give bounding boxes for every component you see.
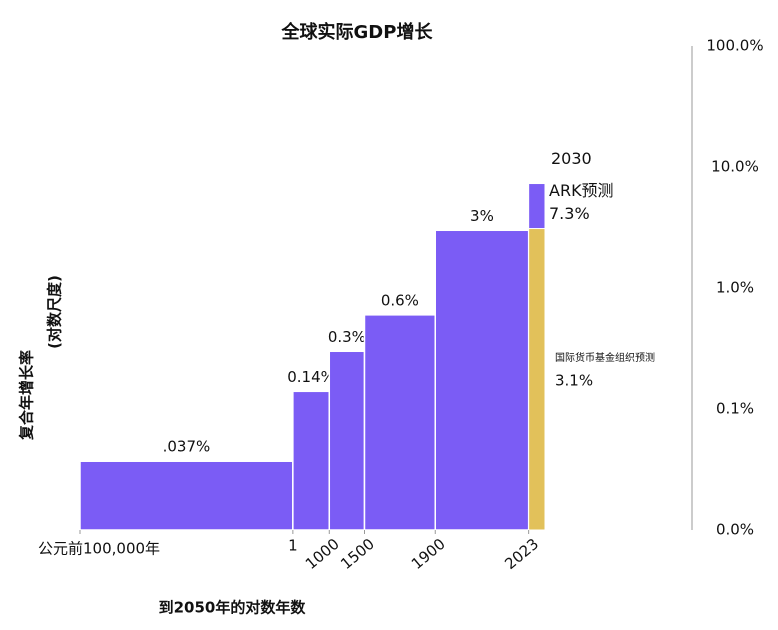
y-axis-note: (对数尺度) bbox=[46, 275, 64, 349]
bar bbox=[434, 229, 530, 531]
x-tick-label: 1 bbox=[288, 537, 298, 555]
forecast-value: 3.1% bbox=[555, 372, 593, 390]
bar-value-label: 0.3% bbox=[328, 328, 366, 346]
x-tick-label: 2023 bbox=[501, 535, 542, 573]
x-tick-label: 公元前100,000年 bbox=[38, 540, 160, 558]
y-tick-label: 10.0% bbox=[711, 158, 759, 176]
x-tick-label: 1000 bbox=[302, 535, 343, 573]
forecast-year: 2030 bbox=[551, 149, 592, 168]
bar-value-label: 0.6% bbox=[381, 291, 419, 309]
bar bbox=[292, 390, 331, 531]
bar bbox=[328, 350, 366, 531]
y-tick-label: 100.0% bbox=[706, 37, 763, 55]
forecast-name: ARK预测 bbox=[549, 181, 614, 200]
forecast-bar bbox=[528, 228, 546, 531]
bar-value-label: 3% bbox=[470, 207, 494, 225]
x-tick-label: 1500 bbox=[337, 535, 378, 573]
y-tick-label: 1.0% bbox=[716, 279, 754, 297]
x-axis-label: 到2050年的对数年数 bbox=[159, 599, 307, 617]
forecast-value: 7.3% bbox=[549, 204, 590, 223]
y-tick-label: 0.0% bbox=[716, 521, 754, 539]
bar-value-label: .037% bbox=[163, 438, 211, 456]
y-tick-label: 0.1% bbox=[716, 400, 754, 418]
y-axis-label: 复合年增长率 bbox=[18, 350, 36, 441]
x-tick-label: 1900 bbox=[408, 535, 449, 573]
bar bbox=[79, 460, 294, 531]
bar-value-label: 0.14% bbox=[287, 368, 335, 386]
chart-title: 全球实际GDP增长 bbox=[281, 21, 434, 43]
bar bbox=[363, 314, 437, 531]
forecast-name: 国际货币基金组织预测 bbox=[555, 351, 655, 364]
